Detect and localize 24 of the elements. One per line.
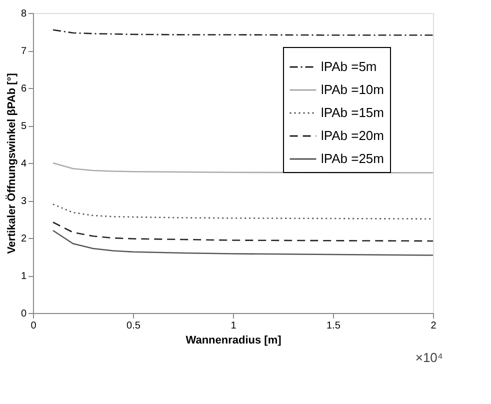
x-tick-label: 0 [30, 320, 37, 332]
y-tick-label: 7 [20, 46, 27, 57]
y-tick-label: 0 [20, 308, 27, 320]
line-series [52, 230, 434, 256]
legend-label: lPAb =15m [321, 105, 384, 120]
y-axis-title: Vertikaler Öffnungswinkel βPAb [°] [4, 72, 18, 254]
y-tick-label: 8 [20, 8, 27, 20]
x-tick-label: 2 [430, 320, 437, 332]
y-tick-label: 3 [20, 196, 27, 207]
y-tick-label: 5 [20, 121, 27, 132]
legend-label: lPAb =20m [321, 128, 384, 143]
y-tick-label: 2 [20, 234, 27, 244]
legend-label: lPAb =25m [321, 151, 384, 166]
text: ×10⁴ [415, 350, 443, 365]
x-axis-title: Wannenradius [m] [186, 334, 282, 346]
y-tick-label: 1 [20, 271, 27, 282]
legend-label: lPAb =5m [321, 59, 377, 74]
line-series [52, 222, 434, 242]
y-tick-label: 6 [20, 84, 27, 94]
x-tick-label: 1.5 [326, 320, 341, 332]
x-tick-label: 0.5 [126, 320, 141, 332]
x-tick-label: 1 [230, 320, 237, 332]
y-tick-label: 4 [20, 158, 27, 170]
legend-label: lPAb =10m [321, 82, 384, 97]
